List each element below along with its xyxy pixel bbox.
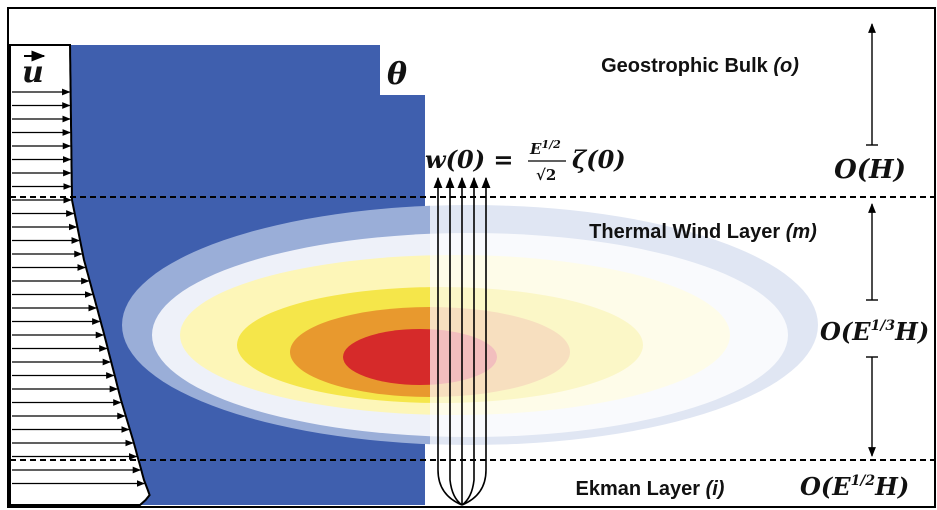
scale-arrows bbox=[866, 23, 878, 457]
numerator: E bbox=[529, 140, 542, 158]
scale-tail: H) bbox=[874, 472, 909, 501]
velocity-label: u bbox=[22, 55, 44, 90]
formula-rhs: ζ(0) bbox=[572, 145, 626, 174]
temperature-label: θ bbox=[387, 57, 407, 92]
layer-label: Thermal Wind Layer (m) bbox=[589, 221, 817, 243]
scale-lead: O(E bbox=[800, 472, 851, 501]
scale-label: O(E1/3H) bbox=[820, 317, 929, 346]
frame bbox=[7, 7, 936, 508]
scale-exponent: 1/2 bbox=[851, 473, 876, 489]
layer-name: Ekman Layer bbox=[576, 478, 701, 500]
vertical-arrows bbox=[433, 176, 491, 506]
scale-label: O(E1/2H) bbox=[800, 472, 909, 501]
velocity-arrows bbox=[12, 88, 146, 487]
layer-tag: (m) bbox=[786, 221, 817, 243]
layer-label: Geostrophic Bulk (o) bbox=[601, 55, 799, 77]
numerator-exponent: 1/2 bbox=[541, 138, 561, 151]
layer-name: Thermal Wind Layer bbox=[589, 221, 780, 243]
layer-name: Geostrophic Bulk bbox=[601, 55, 769, 77]
theta-box bbox=[380, 45, 425, 95]
formula-denominator: √2 bbox=[536, 166, 556, 184]
formula-numerator: E1/2 bbox=[529, 138, 561, 158]
scale-lead: O(E bbox=[820, 317, 871, 346]
layer-label: Ekman Layer (i) bbox=[576, 478, 725, 500]
layer-tag: (i) bbox=[706, 478, 725, 500]
scale-tail: H) bbox=[894, 317, 929, 346]
formula-lhs: w(0) = bbox=[425, 145, 514, 174]
layer-tag: (o) bbox=[773, 55, 799, 77]
scale-exponent: 1/3 bbox=[871, 318, 896, 334]
vertical-velocity-formula: w(0) = E1/2 √2 ζ(0) bbox=[425, 138, 626, 184]
scale-label: O(H) bbox=[834, 155, 906, 185]
